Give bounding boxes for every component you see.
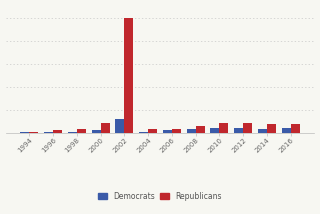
Bar: [210, 128, 220, 133]
Bar: [163, 130, 172, 133]
Legend: Democrats, Republicans: Democrats, Republicans: [97, 190, 223, 202]
Bar: [68, 132, 77, 133]
Bar: [92, 130, 100, 133]
Bar: [187, 129, 196, 133]
Bar: [220, 123, 228, 133]
Bar: [267, 124, 276, 133]
Bar: [243, 123, 252, 133]
Bar: [234, 128, 243, 133]
Bar: [124, 18, 133, 133]
Bar: [148, 129, 157, 133]
Bar: [77, 129, 86, 133]
Bar: [172, 129, 181, 133]
Bar: [20, 132, 29, 133]
Bar: [53, 130, 62, 133]
Bar: [44, 132, 53, 133]
Bar: [29, 132, 38, 133]
Bar: [139, 132, 148, 133]
Bar: [196, 126, 205, 133]
Bar: [115, 119, 124, 133]
Bar: [258, 129, 267, 133]
Bar: [291, 124, 300, 133]
Bar: [282, 128, 291, 133]
Bar: [100, 123, 110, 133]
